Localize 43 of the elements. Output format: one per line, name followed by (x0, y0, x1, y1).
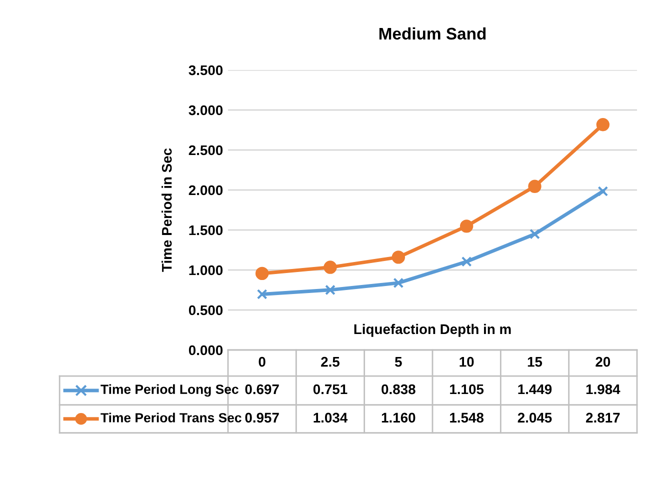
x-tick-label: 10 (460, 356, 474, 367)
x-tick-label: 15 (528, 357, 542, 367)
point (392, 250, 406, 264)
data-label: 1.160 (382, 412, 416, 423)
y-tick-label: 1.500 (189, 225, 223, 236)
point (393, 278, 404, 288)
x-tick-label: 2.5 (321, 356, 340, 367)
x-axis-title: Liquefaction Depth in m (354, 324, 511, 337)
point (461, 256, 472, 267)
point (528, 180, 542, 193)
x-tick-label: 0 (258, 356, 266, 367)
data-label: 1.105 (450, 384, 484, 394)
legend-label: Time Period Long Sec (100, 384, 238, 397)
y-tick-label: 2.000 (188, 185, 223, 196)
legend-label: Time Period Trans Sec (100, 412, 242, 422)
data-label: 1.034 (314, 412, 348, 423)
y-tick-label: 0.500 (188, 305, 223, 316)
point (598, 186, 608, 196)
chart-title: Medium Sand (379, 27, 486, 40)
data-label: 0.838 (382, 384, 416, 394)
point (324, 260, 337, 274)
data-label: 2.045 (518, 412, 552, 423)
point (256, 289, 268, 300)
data-label: 1.449 (518, 384, 552, 394)
data-label: 0.751 (313, 384, 348, 394)
x-tick-label: 20 (596, 356, 610, 367)
y-tick-label: 1.000 (189, 265, 223, 276)
y-tick-label: 2.500 (188, 145, 223, 156)
point (460, 220, 474, 233)
y-tick-label: 3.000 (188, 105, 223, 116)
point (255, 266, 269, 280)
data-label: 1.984 (586, 384, 620, 394)
point (325, 284, 336, 296)
data-label: 0.957 (245, 412, 279, 423)
data-label: 2.817 (586, 412, 620, 423)
y-tick-label: 0.000 (188, 345, 223, 356)
point (596, 118, 610, 132)
y-tick-label: 3.500 (188, 65, 223, 76)
data-label: 0.697 (245, 384, 279, 394)
x-tick-label: 5 (394, 357, 402, 367)
point (530, 228, 540, 240)
y-axis-title: Time Period in Sec (162, 148, 172, 272)
data-label: 1.548 (450, 412, 484, 423)
